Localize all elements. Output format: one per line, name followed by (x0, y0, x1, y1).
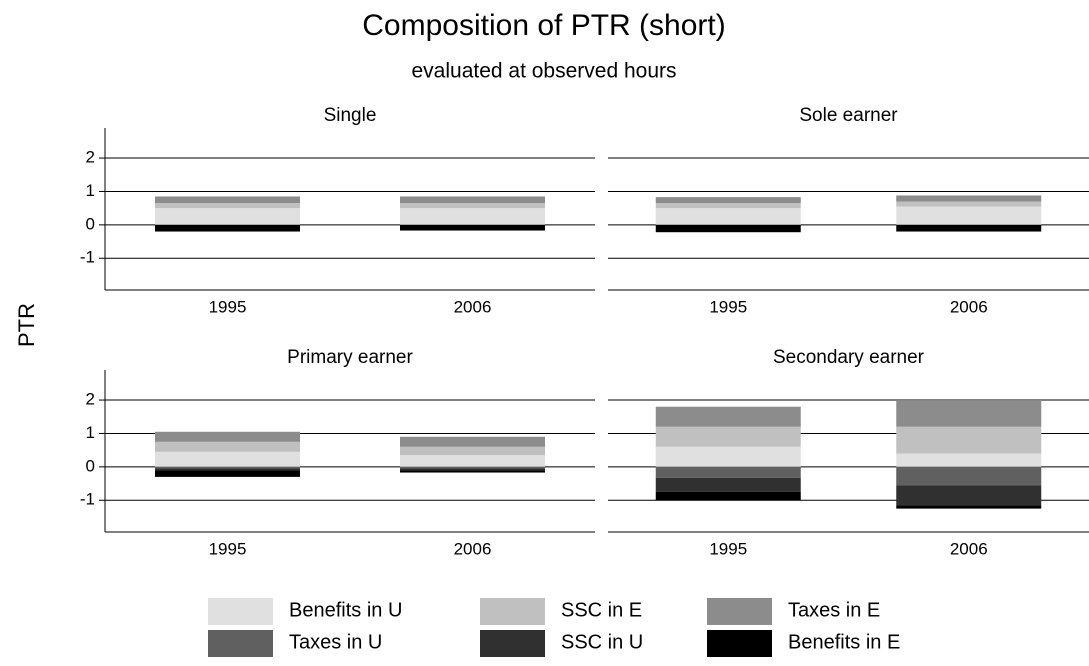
bar-segment (155, 431, 300, 442)
y-tick-label: 2 (86, 148, 95, 167)
bar-segment (896, 426, 1042, 454)
x-tick-label: 2006 (454, 539, 492, 558)
bar-segment (896, 485, 1042, 506)
legend-swatch (480, 598, 545, 625)
bar-segment (655, 224, 801, 233)
bar-segment (155, 441, 300, 452)
y-axis-label: PTR (14, 303, 39, 347)
bar-segment (155, 208, 300, 225)
legend-label: SSC in E (561, 599, 642, 621)
bar-segment (655, 406, 801, 427)
x-tick-label: 1995 (709, 297, 747, 316)
bar-segment (896, 201, 1042, 207)
legend-label: Taxes in U (289, 631, 382, 653)
bar-segment (155, 203, 300, 209)
bar-segment (400, 436, 545, 447)
bar-segment (400, 208, 545, 225)
bar-segment (155, 224, 300, 232)
chart-title: Composition of PTR (short) (362, 9, 725, 42)
chart-subtitle: evaluated at observed hours (411, 60, 676, 83)
panel-title: Sole earner (799, 105, 898, 126)
legend-swatch (208, 630, 273, 657)
bar-segment (896, 453, 1042, 467)
y-tick-label: 1 (86, 423, 95, 442)
x-tick-label: 2006 (454, 297, 492, 316)
bar-segment (155, 451, 300, 467)
bar-segment (155, 468, 300, 471)
bar-segment (400, 224, 545, 231)
x-tick-label: 2006 (950, 297, 988, 316)
bar-segment (655, 208, 801, 225)
bar-segment (400, 466, 545, 469)
bar-segment (400, 203, 545, 209)
bar-segment (655, 466, 801, 478)
bar-segment (400, 468, 545, 471)
x-tick-label: 1995 (209, 539, 247, 558)
bar-segment (655, 477, 801, 492)
y-tick-label: 2 (86, 390, 95, 409)
legend-swatch (707, 630, 772, 657)
legend-swatch (480, 630, 545, 657)
legend-label: Benefits in E (788, 631, 900, 653)
panel-title: Single (324, 105, 377, 126)
bar-segment (896, 400, 1042, 427)
y-tick-label: -1 (80, 490, 95, 509)
bar-segment (400, 470, 545, 473)
bar-segment (896, 206, 1042, 225)
x-tick-label: 1995 (709, 539, 747, 558)
bar-segment (896, 505, 1042, 509)
y-tick-label: 0 (86, 214, 95, 233)
y-tick-label: 1 (86, 181, 95, 200)
legend-swatch (707, 598, 772, 625)
bar-segment (655, 446, 801, 467)
panel-title: Secondary earner (773, 347, 925, 368)
legend-label: Taxes in E (788, 599, 880, 621)
bar-segment (400, 455, 545, 467)
x-tick-label: 1995 (209, 297, 247, 316)
bar-segment (896, 224, 1042, 232)
panel-title: Primary earner (287, 347, 413, 368)
bar-segment (155, 470, 300, 477)
legend-label: SSC in U (561, 631, 643, 653)
y-tick-label: -1 (80, 248, 95, 267)
bar-segment (155, 196, 300, 204)
bar-segment (655, 197, 801, 204)
legend-swatch (208, 598, 273, 625)
bar-segment (400, 196, 545, 204)
bar-segment (655, 426, 801, 447)
y-tick-label: 0 (86, 456, 95, 475)
bar-segment (400, 446, 545, 456)
bar-segment (655, 491, 801, 501)
bar-segment (896, 195, 1042, 202)
legend-label: Benefits in U (289, 599, 402, 621)
bar-segment (896, 466, 1042, 486)
bar-segment (155, 466, 300, 469)
bar-segment (655, 203, 801, 209)
x-tick-label: 2006 (950, 539, 988, 558)
